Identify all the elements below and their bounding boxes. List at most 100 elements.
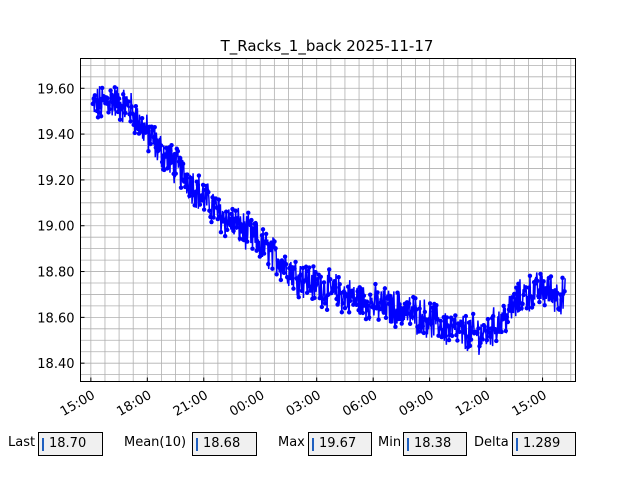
x-tick-label: 06:00 bbox=[340, 388, 380, 420]
last-value-field[interactable]: 18.70 bbox=[38, 432, 103, 456]
data-point bbox=[454, 332, 459, 338]
data-point bbox=[270, 266, 275, 271]
data-point bbox=[295, 277, 300, 283]
data-point bbox=[367, 292, 373, 297]
data-point bbox=[187, 193, 192, 199]
data-point bbox=[475, 330, 480, 336]
data-point bbox=[292, 266, 297, 271]
data-point bbox=[216, 197, 222, 202]
data-point bbox=[146, 149, 151, 154]
data-point bbox=[356, 308, 361, 313]
data-point bbox=[444, 315, 450, 320]
data-point bbox=[440, 331, 445, 337]
data-point bbox=[281, 270, 287, 276]
data-point bbox=[131, 122, 136, 128]
data-point bbox=[468, 337, 474, 342]
data-point bbox=[464, 334, 470, 339]
data-point bbox=[172, 151, 177, 157]
x-tick-label: 15:00 bbox=[510, 388, 550, 420]
data-point bbox=[559, 297, 564, 303]
data-point bbox=[528, 294, 534, 299]
y-tick-label: 19.20 bbox=[37, 174, 74, 189]
min-value-field[interactable]: 18.38 bbox=[403, 432, 467, 456]
data-point bbox=[151, 135, 156, 140]
data-point bbox=[298, 272, 304, 277]
data-point bbox=[509, 295, 515, 300]
data-point bbox=[273, 246, 278, 251]
chart-title: T_Racks_1_back 2025-11-17 bbox=[220, 37, 434, 56]
data-point bbox=[355, 289, 360, 294]
data-point bbox=[551, 292, 557, 298]
data-point bbox=[421, 330, 426, 336]
data-point bbox=[442, 319, 448, 324]
data-point bbox=[353, 297, 358, 303]
data-point bbox=[416, 329, 421, 334]
data-point bbox=[503, 328, 508, 334]
data-point bbox=[490, 313, 496, 319]
data-point bbox=[278, 277, 284, 283]
delta-value-field[interactable]: 1.289 bbox=[512, 432, 576, 456]
data-point bbox=[443, 333, 449, 339]
data-point bbox=[339, 310, 345, 315]
data-point bbox=[513, 301, 518, 307]
data-point bbox=[358, 286, 363, 291]
data-point bbox=[499, 329, 504, 335]
max-value: 19.67 bbox=[319, 436, 357, 451]
data-point bbox=[302, 278, 308, 283]
data-point bbox=[103, 101, 108, 106]
data-point bbox=[140, 122, 146, 127]
data-point bbox=[186, 187, 191, 192]
data-point bbox=[434, 303, 439, 308]
y-tick-label: 19.60 bbox=[37, 82, 74, 97]
data-point bbox=[417, 306, 422, 311]
data-point bbox=[395, 290, 400, 295]
data-point bbox=[121, 92, 126, 97]
data-point bbox=[318, 274, 323, 279]
data-point bbox=[224, 209, 229, 214]
max-value-field[interactable]: 19.67 bbox=[308, 432, 372, 456]
data-point bbox=[114, 103, 120, 109]
data-point bbox=[538, 271, 543, 277]
x-tick-label: 03:00 bbox=[284, 388, 324, 420]
data-point bbox=[366, 315, 372, 320]
data-point bbox=[392, 310, 397, 315]
data-point bbox=[274, 272, 279, 277]
data-point bbox=[191, 192, 196, 198]
data-point bbox=[206, 189, 211, 195]
data-point bbox=[441, 315, 446, 320]
data-point bbox=[451, 324, 456, 329]
data-point bbox=[387, 293, 393, 299]
mean-value-field[interactable]: 18.68 bbox=[192, 432, 257, 456]
data-point bbox=[97, 104, 103, 110]
data-point bbox=[201, 207, 207, 212]
data-point bbox=[199, 198, 205, 203]
data-point bbox=[453, 313, 458, 318]
data-point bbox=[299, 288, 305, 294]
data-point bbox=[539, 283, 544, 289]
data-point bbox=[399, 321, 404, 326]
data-point bbox=[158, 143, 164, 148]
data-point bbox=[263, 231, 269, 237]
x-axis: 15:00 18:00 21:00 00:00 03:00 06:00 09:00 12:00… bbox=[58, 377, 550, 420]
data-point bbox=[427, 301, 433, 306]
data-point bbox=[324, 307, 330, 313]
data-point bbox=[129, 104, 134, 110]
data-point bbox=[547, 296, 553, 301]
data-point bbox=[332, 279, 337, 284]
data-point bbox=[291, 286, 296, 291]
data-point bbox=[189, 176, 194, 181]
data-point bbox=[239, 224, 245, 229]
data-point bbox=[148, 141, 153, 147]
text-cursor bbox=[42, 438, 44, 451]
data-point bbox=[485, 316, 491, 322]
data-point bbox=[217, 214, 223, 219]
data-point bbox=[554, 296, 559, 302]
data-point bbox=[195, 182, 201, 187]
data-point bbox=[173, 171, 178, 176]
data-point bbox=[557, 307, 562, 312]
y-tick-label: 18.40 bbox=[37, 357, 74, 372]
data-point bbox=[246, 210, 251, 216]
data-point bbox=[132, 130, 137, 136]
data-point bbox=[165, 166, 170, 171]
data-point bbox=[396, 316, 401, 322]
